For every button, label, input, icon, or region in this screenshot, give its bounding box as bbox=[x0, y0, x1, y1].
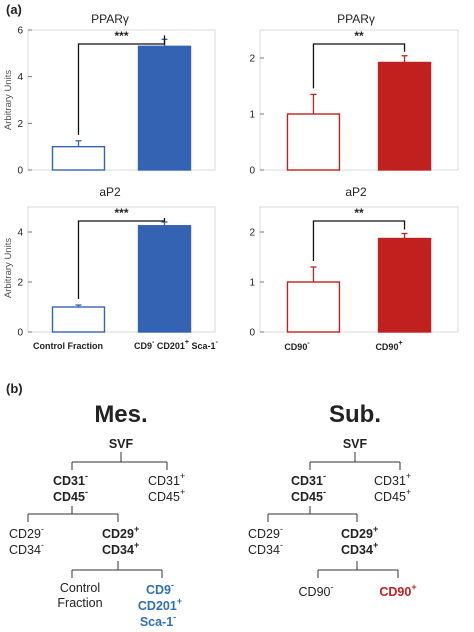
tree-sub-cd45-pos: CD45+ bbox=[374, 487, 411, 504]
tree-sub-cd34-neg: CD34- bbox=[248, 540, 283, 557]
y-tick-label: 4 bbox=[17, 72, 23, 83]
tree-sub: Sub. SVF CD31- CD45- CD31+ CD45+ CD29- C… bbox=[248, 401, 417, 599]
y-axis-label-top: Arbitrary Units bbox=[3, 70, 14, 130]
tree-mes-control-1: Control bbox=[60, 581, 100, 595]
tree-sub-cd31-neg: CD31- bbox=[291, 471, 326, 488]
tree-sub-cd90-neg: CD90- bbox=[299, 582, 334, 599]
y-tick-label: 1 bbox=[249, 278, 255, 289]
chart-ap2-sub: aP2 0 1 2 ** bbox=[249, 185, 459, 339]
significance-bracket bbox=[312, 220, 406, 261]
significance-bracket bbox=[312, 43, 406, 89]
significance-label: ** bbox=[354, 29, 364, 43]
tree-sub-cd29-pos: CD29+ bbox=[341, 524, 378, 541]
panel-a-label: (a) bbox=[6, 2, 22, 17]
tree-mes-cd31-neg: CD31- bbox=[53, 471, 88, 488]
bar-treated bbox=[377, 61, 432, 171]
y-tick-label: 2 bbox=[249, 228, 255, 239]
chart-title: PPARγ bbox=[337, 12, 375, 26]
x-label-cd90-pos: CD90+ bbox=[375, 340, 402, 352]
y-tick-label: 1 bbox=[249, 110, 255, 121]
chart-pparg-mes: PPARγ 0 2 4 6 *** bbox=[17, 12, 216, 177]
y-tick-label: 0 bbox=[249, 166, 255, 177]
significance-label: ** bbox=[354, 206, 364, 220]
tree-sub-cd45-neg: CD45- bbox=[291, 487, 326, 504]
tree-mes-root: SVF bbox=[109, 437, 134, 451]
tree-sub-cd34-pos: CD34+ bbox=[341, 540, 378, 557]
tree-mes-title: Mes. bbox=[94, 401, 147, 428]
tree-mes-cd34-pos: CD34+ bbox=[102, 540, 139, 557]
y-tick-label: 0 bbox=[17, 328, 23, 339]
tree-mes-sca-neg: Sca-1- bbox=[140, 612, 176, 629]
tree-sub-cd90-pos: CD90+ bbox=[379, 582, 416, 599]
x-label-control-fraction: Control Fraction bbox=[33, 341, 103, 351]
chart-title: aP2 bbox=[99, 185, 121, 199]
tree-sub-root: SVF bbox=[343, 437, 368, 451]
y-tick-label: 2 bbox=[17, 119, 23, 130]
y-axis-label-bottom: Arbitrary Units bbox=[3, 238, 14, 298]
plot-frame bbox=[259, 206, 459, 333]
y-tick-label: 0 bbox=[17, 166, 23, 177]
bar-control bbox=[51, 145, 106, 171]
y-tick-label: 2 bbox=[249, 54, 255, 65]
y-tick-label: 2 bbox=[17, 278, 23, 289]
significance-label: *** bbox=[114, 206, 128, 220]
significance-bracket bbox=[77, 218, 166, 299]
plot-frame bbox=[27, 29, 216, 171]
tree-mes-cd29-pos: CD29+ bbox=[102, 524, 139, 541]
panel-b-label: (b) bbox=[6, 381, 23, 396]
tree-mes-cd34-neg: CD34- bbox=[9, 540, 44, 557]
significance-label: *** bbox=[114, 29, 128, 43]
bar-control bbox=[286, 113, 341, 171]
tree-sub-cd29-neg: CD29- bbox=[248, 524, 283, 541]
tree-mes-cd31-pos: CD31+ bbox=[148, 471, 185, 488]
bar-treated bbox=[377, 237, 432, 333]
bar-treated bbox=[137, 45, 192, 171]
tree-sub-lines bbox=[267, 452, 401, 578]
y-tick-label: 4 bbox=[17, 228, 23, 239]
tree-mes-cd9-neg: CD9- bbox=[146, 580, 174, 597]
plot-frame bbox=[27, 206, 216, 333]
tree-mes-cd45-neg: CD45- bbox=[53, 487, 88, 504]
bar-control bbox=[286, 281, 341, 333]
tree-mes-lines bbox=[27, 452, 168, 578]
tree-sub-title: Sub. bbox=[329, 401, 381, 428]
chart-title: aP2 bbox=[345, 185, 367, 199]
tree-sub-cd31-pos: CD31+ bbox=[374, 471, 411, 488]
y-tick-label: 0 bbox=[249, 328, 255, 339]
x-label-cd90-neg: CD90- bbox=[284, 340, 310, 352]
tree-mes-cd201-pos: CD201+ bbox=[138, 596, 182, 613]
chart-title: PPARγ bbox=[91, 12, 129, 26]
tree-mes: Mes. SVF CD31- CD45- CD31+ CD45+ CD29- C… bbox=[9, 401, 185, 629]
plot-frame bbox=[259, 29, 459, 171]
bar-treated bbox=[137, 225, 192, 333]
tree-mes-control-2: Fraction bbox=[57, 596, 102, 610]
y-tick-label: 6 bbox=[17, 26, 23, 37]
chart-ap2-mes: aP2 0 2 4 *** bbox=[17, 185, 216, 339]
significance-bracket bbox=[77, 35, 166, 135]
chart-pparg-sub: PPARγ 0 1 2 ** bbox=[249, 12, 459, 177]
tree-mes-cd29-neg: CD29- bbox=[9, 524, 44, 541]
tree-mes-cd45-pos: CD45+ bbox=[148, 487, 185, 504]
bar-control bbox=[51, 306, 106, 333]
x-label-cd9: CD9- CD201+ Sca-1- bbox=[134, 339, 219, 351]
